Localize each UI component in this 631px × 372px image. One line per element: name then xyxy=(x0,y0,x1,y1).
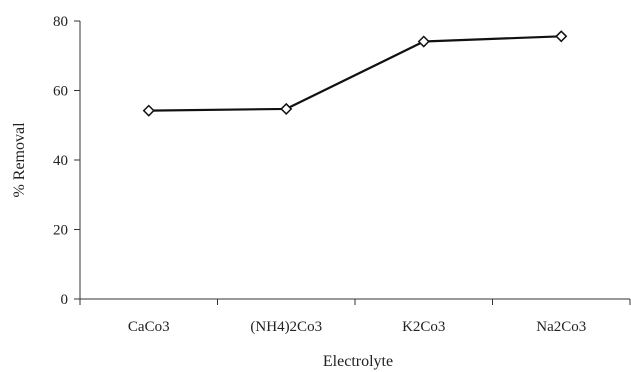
x-tick-label: (NH4)2Co3 xyxy=(250,319,322,335)
y-tick-label: 40 xyxy=(53,153,68,169)
y-tick-label: 60 xyxy=(53,84,68,100)
data-point-marker xyxy=(417,35,430,48)
data-point-marker xyxy=(280,102,293,115)
series-line xyxy=(148,35,562,112)
x-tick-label: CaCo3 xyxy=(128,319,170,335)
data-point-marker xyxy=(142,104,155,117)
data-point-marker xyxy=(555,30,568,43)
x-tick-label: K2Co3 xyxy=(402,319,445,335)
y-tick-label: 0 xyxy=(61,292,69,308)
y-tick-label: 80 xyxy=(53,14,68,30)
series-group xyxy=(142,30,568,117)
y-axis: 0 20 40 60 80 xyxy=(53,14,81,308)
y-axis-label: % Removal xyxy=(11,122,28,198)
y-tick-label: 20 xyxy=(53,223,68,239)
x-axis-label: Electrolyte xyxy=(323,353,393,370)
x-axis: CaCo3 (NH4)2Co3 K2Co3 Na2Co3 xyxy=(79,298,631,335)
x-tick-label: Na2Co3 xyxy=(536,319,586,335)
